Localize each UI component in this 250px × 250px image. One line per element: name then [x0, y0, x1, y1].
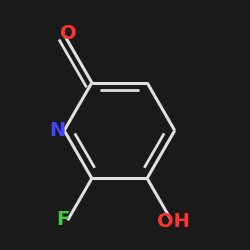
Text: F: F — [56, 210, 70, 229]
Text: O: O — [60, 24, 77, 42]
Text: N: N — [49, 121, 66, 140]
Text: OH: OH — [157, 212, 190, 231]
